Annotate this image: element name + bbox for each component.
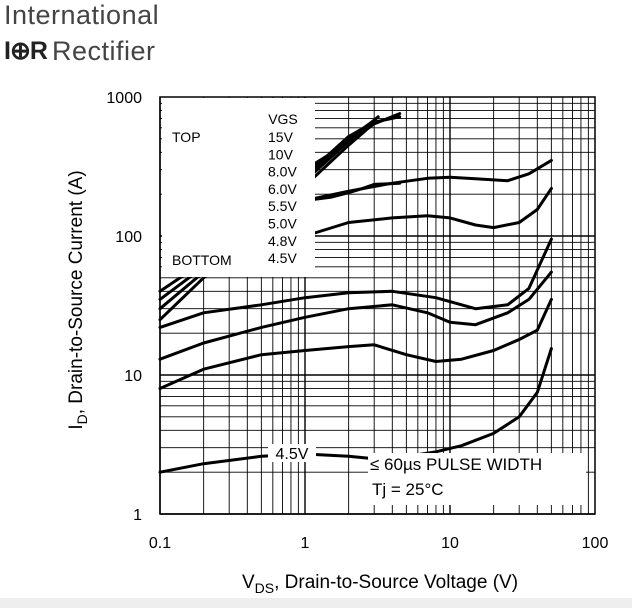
x-tick-label: 10 xyxy=(441,535,459,552)
curve-label-bg xyxy=(268,444,316,462)
temperature-annotation: Tj = 25°C xyxy=(372,480,444,499)
logo-rectifier-text: Rectifier xyxy=(51,36,156,66)
legend-entry: 4.5V xyxy=(268,250,297,266)
y-tick-label: 100 xyxy=(115,229,142,246)
legend-entry: 5.0V xyxy=(268,216,297,232)
legend-header: VGS xyxy=(268,111,298,127)
legend-entry: 5.5V xyxy=(268,198,297,214)
series-line xyxy=(158,237,553,329)
plot-frame xyxy=(159,96,596,515)
logo-company-line2: I⊕R Rectifier xyxy=(4,36,155,66)
x-tick-label: 0.1 xyxy=(149,535,171,552)
y-tick-label: 10 xyxy=(124,368,142,385)
logo-brand-mark: I⊕R xyxy=(4,37,48,65)
logo-company-line1: International xyxy=(4,0,160,30)
legend-entry: 10V xyxy=(268,146,294,162)
legend-entry: 8.0V xyxy=(268,164,297,180)
annotation-bg xyxy=(368,453,586,505)
series-line xyxy=(303,158,553,202)
legend-box-mask xyxy=(162,98,313,277)
series-line xyxy=(158,297,553,390)
pulse-width-annotation: ≤ 60µs PULSE WIDTH xyxy=(370,455,542,474)
x-axis-title: VDS, Drain-to-Source Voltage (V) xyxy=(242,572,518,596)
legend-entry: 4.8V xyxy=(268,233,297,249)
legend-entry: 6.0V xyxy=(268,181,297,197)
curve-label-4.5v: 4.5V xyxy=(276,446,309,463)
bottom-border-strip xyxy=(0,598,632,608)
series-line xyxy=(158,270,553,361)
y-tick-label: 1 xyxy=(133,507,142,524)
y-axis-title: ID, Drain-to-Source Current (A) xyxy=(66,170,90,429)
y-tick-label: 1000 xyxy=(106,90,142,107)
x-tick-label: 100 xyxy=(582,535,609,552)
series-line xyxy=(303,186,553,238)
x-tick-label: 1 xyxy=(301,535,310,552)
legend-top-label: TOP xyxy=(172,129,201,145)
legend-bottom-label: BOTTOM xyxy=(172,252,232,268)
legend-entry: 15V xyxy=(268,129,294,145)
series-line xyxy=(303,112,402,172)
